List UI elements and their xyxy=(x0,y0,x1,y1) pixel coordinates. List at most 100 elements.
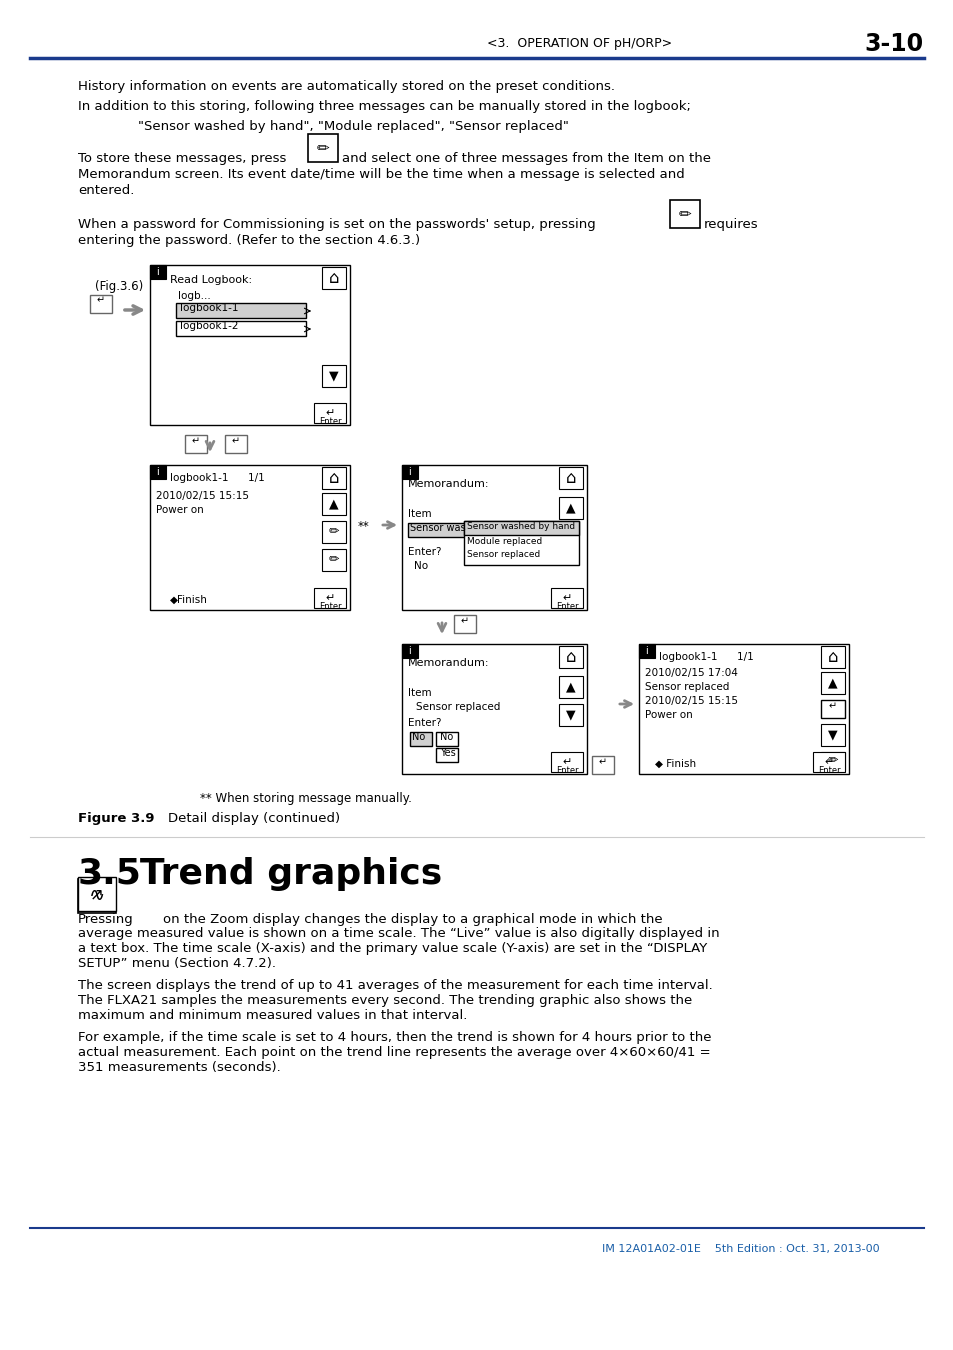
Text: History information on events are automatically stored on the preset conditions.: History information on events are automa… xyxy=(78,80,615,93)
Text: 2010/02/15 17:04: 2010/02/15 17:04 xyxy=(644,668,737,678)
Text: ✏: ✏ xyxy=(827,755,838,768)
Text: i: i xyxy=(645,647,648,656)
Bar xyxy=(175,321,306,336)
Text: entered.: entered. xyxy=(78,184,134,197)
Text: To store these messages, press: To store these messages, press xyxy=(78,153,286,165)
Text: Memorandum screen. Its event date/time will be the time when a message is select: Memorandum screen. Its event date/time w… xyxy=(78,167,684,181)
Text: Enter: Enter xyxy=(555,602,578,612)
Bar xyxy=(150,464,350,610)
Bar xyxy=(821,672,844,694)
Bar xyxy=(314,589,346,608)
Bar xyxy=(812,752,844,772)
Text: i: i xyxy=(408,647,411,656)
Text: i: i xyxy=(156,267,159,277)
Text: ↵: ↵ xyxy=(97,296,105,305)
Text: i: i xyxy=(408,467,411,477)
Text: Detail display (continued): Detail display (continued) xyxy=(168,811,340,825)
Text: 3-10: 3-10 xyxy=(864,32,923,55)
Bar xyxy=(322,493,346,514)
Text: logbook1-1      1/1: logbook1-1 1/1 xyxy=(659,652,753,662)
Bar xyxy=(150,464,166,479)
Bar xyxy=(78,879,116,913)
Text: (Fig.3.6): (Fig.3.6) xyxy=(95,279,143,293)
Text: i: i xyxy=(408,467,411,477)
Text: Trend graphics: Trend graphics xyxy=(140,857,442,891)
Bar xyxy=(558,647,582,668)
Text: ↵: ↵ xyxy=(325,593,335,603)
Text: i: i xyxy=(408,647,411,656)
Text: ↵: ↵ xyxy=(828,701,836,711)
Text: For example, if the time scale is set to 4 hours, then the trend is shown for 4 : For example, if the time scale is set to… xyxy=(78,1031,711,1044)
Text: The FLXA21 samples the measurements every second. The trending graphic also show: The FLXA21 samples the measurements ever… xyxy=(78,994,692,1007)
Text: requires: requires xyxy=(703,217,758,231)
Text: Sensor replaced: Sensor replaced xyxy=(467,549,539,559)
Text: No: No xyxy=(414,562,428,571)
Text: logb...: logb... xyxy=(178,292,211,301)
Text: ✏: ✏ xyxy=(678,207,691,221)
Text: Yes: Yes xyxy=(439,748,456,757)
Text: Enter: Enter xyxy=(817,765,840,775)
Text: logbook1-2: logbook1-2 xyxy=(180,321,238,331)
Text: Figure 3.9: Figure 3.9 xyxy=(78,811,154,825)
Bar xyxy=(639,644,848,774)
Text: Pressing: Pressing xyxy=(78,913,133,926)
Bar xyxy=(639,644,655,657)
Bar xyxy=(322,467,346,489)
Text: ∿: ∿ xyxy=(89,887,105,906)
Text: ↵: ↵ xyxy=(325,408,335,418)
Text: ✏: ✏ xyxy=(329,525,339,539)
Text: i: i xyxy=(156,467,159,477)
Text: entering the password. (Refer to the section 4.6.3.): entering the password. (Refer to the sec… xyxy=(78,234,419,247)
Text: Item: Item xyxy=(408,509,431,518)
Bar xyxy=(175,302,306,319)
Text: i: i xyxy=(156,467,159,477)
Bar xyxy=(436,732,457,747)
Text: ◆ Finish: ◆ Finish xyxy=(655,759,696,769)
Text: actual measurement. Each point on the trend line represents the average over 4×6: actual measurement. Each point on the tr… xyxy=(78,1046,710,1058)
Text: ↵: ↵ xyxy=(192,436,200,446)
Text: maximum and minimum measured values in that interval.: maximum and minimum measured values in t… xyxy=(78,1008,467,1022)
Text: Sensor washed by hand: Sensor washed by hand xyxy=(467,522,575,531)
Text: ▲: ▲ xyxy=(827,676,837,690)
Text: The screen displays the trend of up to 41 averages of the measurement for each t: The screen displays the trend of up to 4… xyxy=(78,979,712,992)
Text: **: ** xyxy=(357,520,370,533)
Text: Memorandum:: Memorandum: xyxy=(408,657,489,668)
Text: ▼: ▼ xyxy=(827,729,837,741)
Bar xyxy=(150,265,166,279)
Bar xyxy=(410,732,432,747)
Bar xyxy=(436,748,457,761)
Bar xyxy=(322,549,346,571)
Text: ↵: ↵ xyxy=(460,616,469,626)
Text: Read Logbook:: Read Logbook: xyxy=(170,275,252,285)
Text: i: i xyxy=(156,267,159,277)
Text: logbook1-1: logbook1-1 xyxy=(180,302,238,313)
Text: IM 12A01A02-01E    5th Edition : Oct. 31, 2013-00: IM 12A01A02-01E 5th Edition : Oct. 31, 2… xyxy=(601,1243,879,1254)
Text: logbook1-1      1/1: logbook1-1 1/1 xyxy=(170,472,265,483)
Bar xyxy=(821,701,844,718)
Text: ↗: ↗ xyxy=(90,886,104,903)
Bar xyxy=(185,435,207,454)
Text: i: i xyxy=(645,647,648,656)
Text: Enter?: Enter? xyxy=(408,547,441,558)
Text: No: No xyxy=(412,732,425,742)
Bar xyxy=(322,267,346,289)
Bar xyxy=(308,134,337,162)
Bar xyxy=(558,497,582,518)
Text: Enter: Enter xyxy=(555,765,578,775)
Text: ✏: ✏ xyxy=(329,554,339,567)
Text: ↵: ↵ xyxy=(232,436,240,446)
Text: a text box. The time scale (X-axis) and the primary value scale (Y-axis) are set: a text box. The time scale (X-axis) and … xyxy=(78,942,706,954)
Text: ◆Finish: ◆Finish xyxy=(170,595,208,605)
Text: Enter: Enter xyxy=(318,417,341,427)
Text: ⌂: ⌂ xyxy=(565,648,576,666)
Text: Module replaced: Module replaced xyxy=(467,537,541,545)
Bar xyxy=(401,644,417,657)
Text: No: No xyxy=(439,732,453,742)
Bar xyxy=(463,521,578,566)
Bar xyxy=(551,589,582,608)
Text: ▲: ▲ xyxy=(565,680,576,694)
Text: Sensor replaced: Sensor replaced xyxy=(416,702,500,711)
Bar xyxy=(669,200,700,228)
Text: ⌂: ⌂ xyxy=(329,468,339,487)
Text: ▼: ▼ xyxy=(565,709,576,721)
